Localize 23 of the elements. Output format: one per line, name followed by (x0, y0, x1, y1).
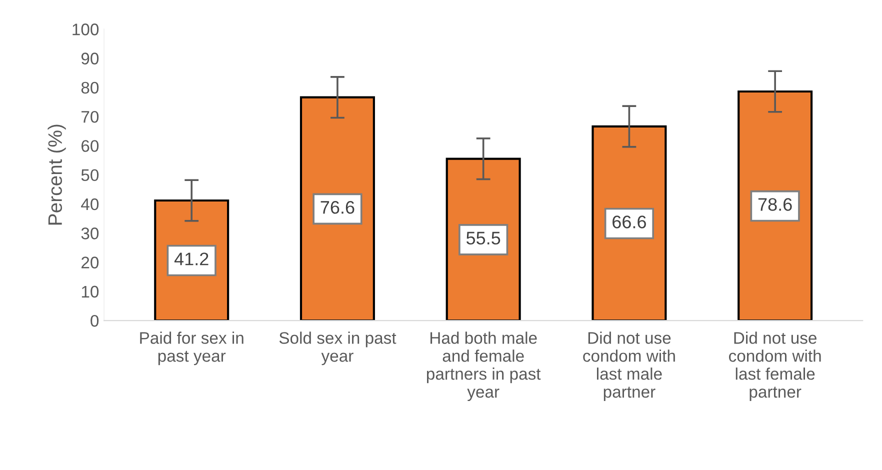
data-label: 55.5 (466, 232, 500, 245)
y-tick-label: 10 (82, 286, 99, 298)
y-tick-label: 20 (82, 256, 99, 268)
data-label: 76.6 (320, 200, 354, 214)
bar (592, 125, 667, 321)
y-tick-label: 30 (81, 228, 99, 240)
data-label: 41.2 (174, 252, 208, 266)
y-tick-label: 80 (81, 82, 99, 94)
y-tick-label: 100 (72, 24, 99, 36)
x-tick-label: Paid for sex in past year (140, 332, 244, 366)
y-tick-label: 70 (82, 110, 99, 123)
data-label: 78.6 (758, 198, 792, 211)
y-axis-title: Percent (%) (48, 124, 66, 225)
x-tick-label: Did not use condom with last male partner (583, 332, 675, 402)
y-tick-label: 90 (81, 52, 99, 64)
x-tick-label: Sold sex in past year (279, 332, 396, 366)
y-tick-label: 60 (82, 140, 99, 152)
y-tick-label: 0 (90, 314, 99, 327)
data-label: 66.6 (612, 216, 646, 228)
x-tick-label: Had both male and female partners in past year (426, 332, 541, 402)
y-tick-label: 50 (81, 169, 99, 182)
x-tick-label: Did not use condom with last female partner (729, 332, 821, 402)
y-tick-label: 40 (81, 198, 99, 210)
